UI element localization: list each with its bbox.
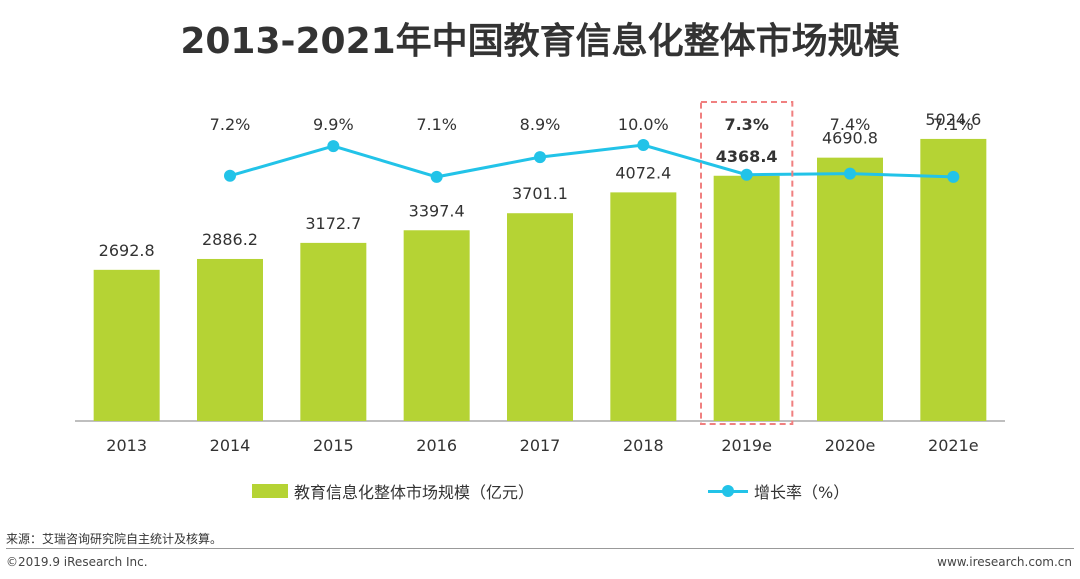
- bar-value-label-2017: 3701.1: [512, 184, 568, 203]
- bar-2020e: [817, 157, 883, 421]
- growth-point-2014: [224, 169, 236, 182]
- x-tick-label-2015: 2015: [313, 436, 354, 455]
- footer-divider: [6, 548, 1074, 549]
- growth-point-2016: [430, 170, 443, 183]
- growth-point-2018: [637, 139, 650, 151]
- growth-rate-line: [229, 143, 954, 179]
- bar-value-label-2021e: 5024.6: [925, 110, 981, 129]
- growth-line-layer: [224, 139, 960, 183]
- growth-point-2017: [534, 151, 546, 164]
- legend-line-swatch: [708, 484, 748, 498]
- bar-2014: [197, 258, 263, 421]
- growth-point-2021e: [947, 170, 960, 183]
- bar-value-label-2020e: 4690.8: [822, 129, 878, 148]
- bar-2018: [610, 192, 677, 421]
- legend-bar-swatch: [252, 484, 288, 498]
- bar-2019e: [713, 175, 780, 421]
- bar-value-label-2019e: 4368.4: [716, 147, 778, 166]
- growth-label-2021e: 7.1%: [933, 115, 974, 134]
- bar-2017: [507, 213, 573, 421]
- growth-point-2019e: [740, 168, 753, 181]
- bar-2016: [403, 230, 470, 421]
- x-tick-label-2021e: 2021e: [928, 436, 979, 455]
- growth-point-2020e: [844, 167, 856, 180]
- legend: 教育信息化整体市场规模（亿元） 增长率（%）: [0, 479, 1080, 503]
- copyright: ©2019.9 iResearch Inc.: [6, 555, 148, 569]
- bars-layer: [75, 138, 1005, 422]
- bar-value-label-2013: 2692.8: [99, 241, 155, 260]
- growth-label-2017: 8.9%: [520, 115, 561, 134]
- source-note: 来源：艾瑞咨询研究院自主统计及核算。: [6, 532, 223, 546]
- growth-point-2015: [327, 140, 340, 153]
- website-link[interactable]: www.iresearch.com.cn: [937, 555, 1072, 569]
- growth-label-2019e: 7.3%: [724, 115, 768, 134]
- highlight-box-2019e: [700, 101, 794, 425]
- growth-label-2016: 7.1%: [416, 115, 457, 134]
- x-tick-label-2019e: 2019e: [721, 436, 772, 455]
- chart-title: 2013-2021年中国教育信息化整体市场规模: [180, 21, 900, 62]
- bar-value-label-2018: 4072.4: [615, 163, 671, 182]
- growth-label-2014: 7.2%: [210, 115, 251, 134]
- bar-2013: [93, 269, 160, 421]
- x-tick-label-2013: 2013: [106, 436, 147, 455]
- bar-value-label-2014: 2886.2: [202, 230, 258, 249]
- labels-layer: 2692.8 2013 2886.2 2014 3172.7 2015 3397.4 2016…: [99, 101, 981, 455]
- legend-item-bar: 教育信息化整体市场规模（亿元）: [252, 479, 534, 503]
- growth-label-2018: 10.0%: [618, 115, 669, 134]
- bar-2015: [300, 242, 367, 421]
- legend-line-label: 增长率（%）: [754, 483, 850, 502]
- legend-bar-label: 教育信息化整体市场规模（亿元）: [294, 483, 535, 502]
- growth-label-2015: 9.9%: [313, 115, 354, 134]
- bar-2021e: [920, 138, 987, 422]
- x-tick-label-2018: 2018: [623, 436, 664, 455]
- growth-label-2020e: 7.4%: [830, 115, 871, 134]
- legend-item-line: 增长率（%）: [708, 479, 849, 503]
- x-tick-label-2017: 2017: [520, 436, 561, 455]
- bar-value-label-2016: 3397.4: [409, 201, 465, 220]
- x-tick-label-2020e: 2020e: [825, 436, 876, 455]
- x-tick-label-2016: 2016: [416, 436, 457, 455]
- x-tick-label-2014: 2014: [210, 436, 251, 455]
- bar-value-label-2015: 3172.7: [305, 214, 361, 233]
